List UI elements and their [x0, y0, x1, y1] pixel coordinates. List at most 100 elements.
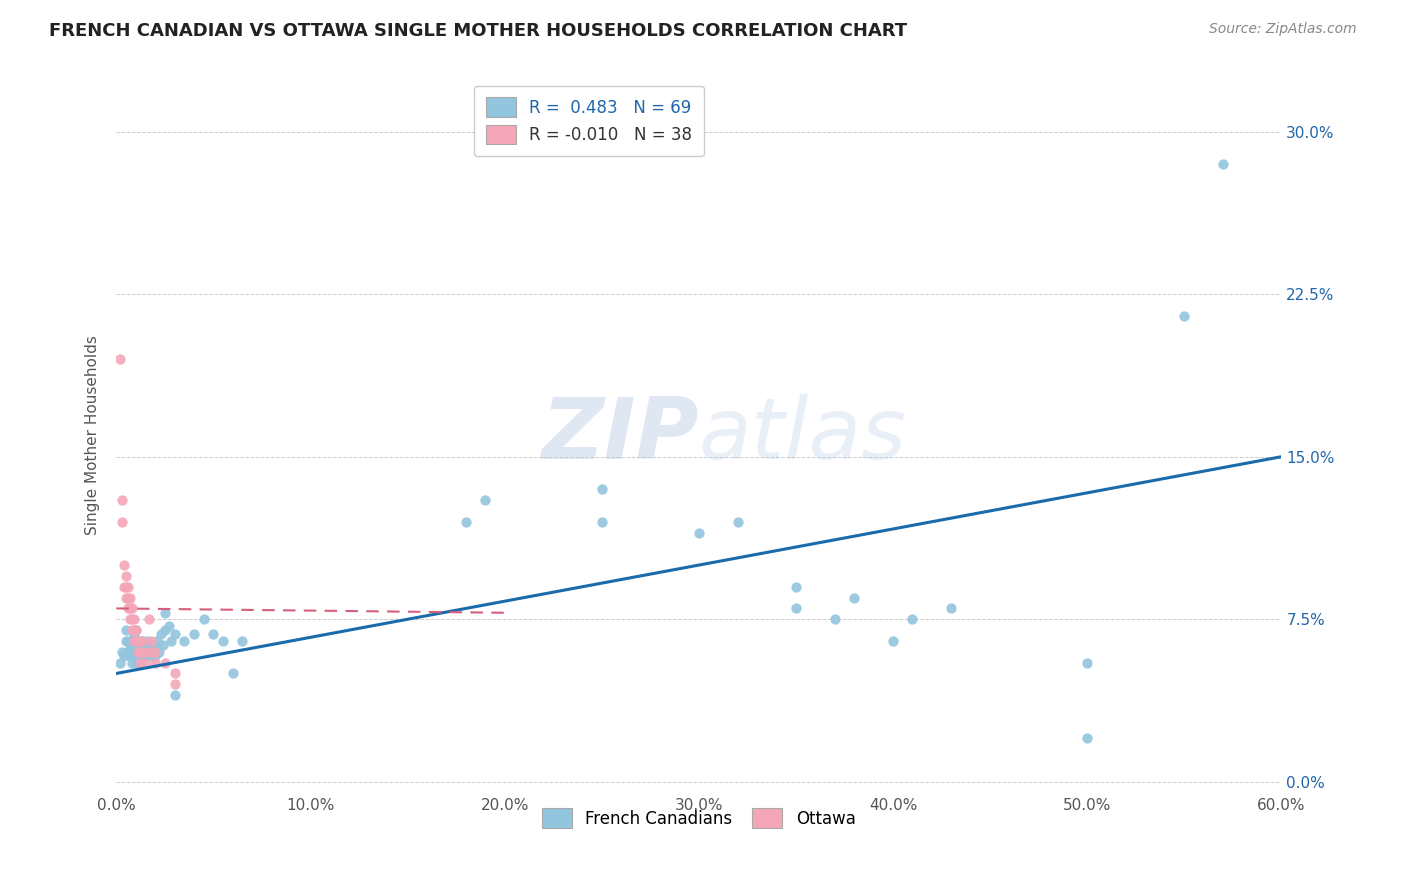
- Point: [112, 580, 135, 594]
- Point: [115, 623, 138, 637]
- Point: [141, 649, 163, 664]
- Point: [148, 645, 170, 659]
- Point: [121, 634, 143, 648]
- Point: [134, 656, 156, 670]
- Point: [153, 656, 176, 670]
- Point: [785, 601, 807, 615]
- Text: FRENCH CANADIAN VS OTTAWA SINGLE MOTHER HOUSEHOLDS CORRELATION CHART: FRENCH CANADIAN VS OTTAWA SINGLE MOTHER …: [49, 22, 907, 40]
- Point: [212, 634, 235, 648]
- Point: [222, 666, 245, 681]
- Point: [143, 656, 166, 670]
- Point: [122, 623, 145, 637]
- Point: [125, 623, 148, 637]
- Point: [122, 634, 145, 648]
- Point: [152, 638, 174, 652]
- Point: [173, 634, 195, 648]
- Point: [118, 601, 141, 615]
- Point: [143, 649, 166, 664]
- Point: [122, 638, 145, 652]
- Point: [159, 634, 181, 648]
- Point: [125, 623, 148, 637]
- Point: [136, 645, 159, 659]
- Point: [153, 606, 176, 620]
- Point: [941, 601, 963, 615]
- Point: [844, 591, 866, 605]
- Point: [117, 591, 139, 605]
- Point: [163, 666, 186, 681]
- Point: [128, 645, 150, 659]
- Point: [1212, 157, 1234, 171]
- Point: [131, 645, 153, 659]
- Point: [149, 627, 172, 641]
- Point: [901, 612, 924, 626]
- Point: [117, 580, 139, 594]
- Point: [115, 634, 138, 648]
- Point: [131, 634, 153, 648]
- Point: [127, 649, 149, 664]
- Point: [202, 627, 225, 641]
- Point: [157, 619, 180, 633]
- Point: [141, 634, 163, 648]
- Point: [141, 645, 163, 659]
- Point: [121, 645, 143, 659]
- Point: [132, 634, 155, 648]
- Point: [125, 645, 148, 659]
- Text: ZIP: ZIP: [541, 393, 699, 476]
- Point: [785, 580, 807, 594]
- Point: [128, 645, 150, 659]
- Point: [163, 627, 186, 641]
- Point: [111, 493, 134, 508]
- Point: [454, 515, 477, 529]
- Point: [118, 649, 141, 664]
- Point: [118, 591, 141, 605]
- Point: [115, 580, 138, 594]
- Point: [727, 515, 749, 529]
- Point: [136, 634, 159, 648]
- Point: [121, 612, 143, 626]
- Point: [115, 569, 138, 583]
- Point: [146, 634, 169, 648]
- Point: [127, 645, 149, 659]
- Point: [122, 627, 145, 641]
- Point: [112, 649, 135, 664]
- Point: [134, 638, 156, 652]
- Point: [115, 591, 138, 605]
- Point: [131, 649, 153, 664]
- Point: [143, 638, 166, 652]
- Point: [138, 638, 160, 652]
- Point: [131, 638, 153, 652]
- Point: [111, 645, 134, 659]
- Point: [128, 656, 150, 670]
- Point: [117, 634, 139, 648]
- Text: Source: ZipAtlas.com: Source: ZipAtlas.com: [1209, 22, 1357, 37]
- Point: [193, 612, 215, 626]
- Point: [591, 482, 613, 496]
- Point: [118, 638, 141, 652]
- Point: [688, 525, 710, 540]
- Point: [824, 612, 846, 626]
- Point: [118, 612, 141, 626]
- Point: [127, 638, 149, 652]
- Point: [1076, 731, 1098, 746]
- Point: [183, 627, 205, 641]
- Point: [882, 634, 904, 648]
- Point: [143, 645, 166, 659]
- Point: [153, 623, 176, 637]
- Point: [121, 601, 143, 615]
- Point: [122, 612, 145, 626]
- Point: [121, 623, 143, 637]
- Point: [117, 601, 139, 615]
- Point: [108, 352, 131, 367]
- Point: [142, 645, 165, 659]
- Point: [125, 634, 148, 648]
- Point: [117, 645, 139, 659]
- Point: [108, 656, 131, 670]
- Point: [128, 656, 150, 670]
- Point: [128, 634, 150, 648]
- Point: [127, 634, 149, 648]
- Text: atlas: atlas: [699, 393, 907, 476]
- Point: [134, 649, 156, 664]
- Point: [591, 515, 613, 529]
- Point: [138, 612, 160, 626]
- Point: [122, 649, 145, 664]
